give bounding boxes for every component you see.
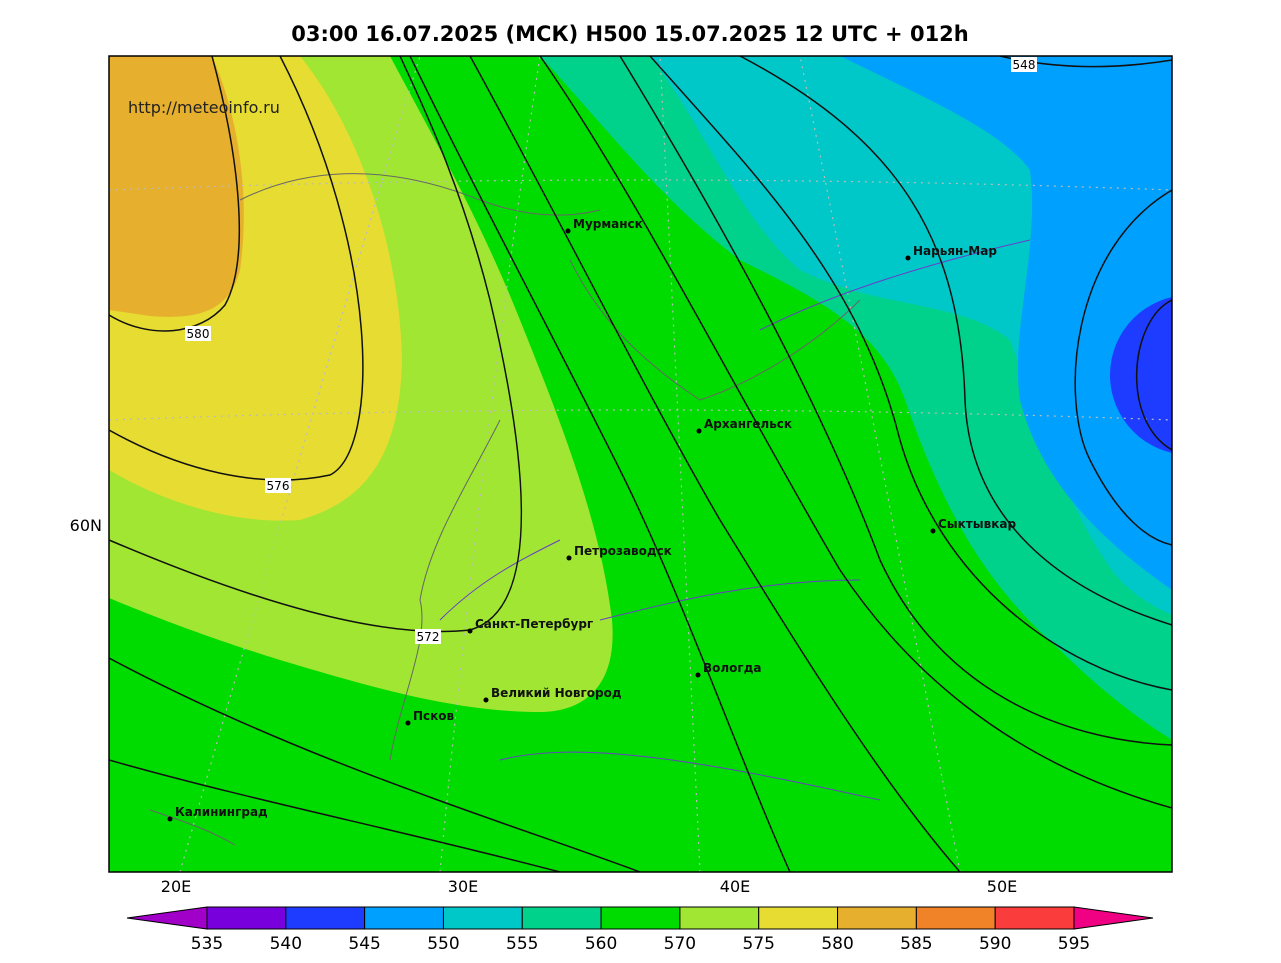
contour-label-bg bbox=[1011, 57, 1037, 72]
colorbar-segment bbox=[364, 906, 444, 930]
colorbar-label: 555 bbox=[506, 934, 538, 954]
city-dot bbox=[405, 720, 411, 726]
city-dot bbox=[930, 528, 936, 534]
colorbar-segment bbox=[442, 906, 523, 930]
contour-label: 572 bbox=[417, 630, 440, 644]
city-dot bbox=[467, 628, 473, 634]
lon-label: 30E bbox=[448, 877, 478, 896]
colorbar-extend-high bbox=[1073, 906, 1154, 930]
lon-label: 40E bbox=[720, 877, 750, 896]
colorbar-segment bbox=[837, 906, 917, 930]
city-label: Вологда bbox=[703, 661, 761, 675]
contour-label-bg bbox=[265, 478, 291, 493]
city-label: Калининград bbox=[175, 805, 268, 819]
colorbar-segment bbox=[600, 906, 681, 930]
colorbar-label: 580 bbox=[821, 934, 853, 954]
city-label: Мурманск bbox=[573, 217, 643, 231]
colorbar-label: 575 bbox=[743, 934, 775, 954]
map-frame bbox=[108, 55, 1173, 873]
city-dot bbox=[483, 697, 489, 703]
map-labels: Мурманск Нарьян-Мар Архангельск Сыктывкар Пе… bbox=[70, 57, 1037, 896]
colorbar-segment bbox=[206, 906, 287, 930]
city-label: Сыктывкар bbox=[938, 517, 1016, 531]
contour-label: 576 bbox=[267, 479, 290, 493]
map-fill bbox=[109, 56, 1172, 872]
colorbar-segment bbox=[915, 906, 996, 930]
city-dot bbox=[695, 672, 701, 678]
city-label: Санкт-Петербург bbox=[475, 617, 593, 631]
colorbar-label: 570 bbox=[664, 934, 696, 954]
title: 03:00 16.07.2025 (МСК) H500 15.07.2025 1… bbox=[291, 22, 969, 46]
colorbar-segment bbox=[758, 906, 839, 930]
map-lines bbox=[109, 56, 1172, 872]
colorbar-segment bbox=[679, 906, 760, 930]
contour-label: 580 bbox=[187, 327, 210, 341]
colorbar-segment bbox=[521, 906, 602, 930]
colorbar-label: 540 bbox=[270, 934, 302, 954]
city-label: Великий Новгород bbox=[491, 686, 622, 700]
city-label: Архангельск bbox=[704, 417, 792, 431]
lon-label: 20E bbox=[161, 877, 191, 896]
colorbar-label: 560 bbox=[585, 934, 617, 954]
lon-label: 50E bbox=[987, 877, 1017, 896]
colorbar-label: 585 bbox=[900, 934, 932, 954]
colorbar-label: 590 bbox=[979, 934, 1011, 954]
city-label: Петрозаводск bbox=[574, 544, 672, 558]
city-dot bbox=[565, 228, 571, 234]
colorbar-label: 535 bbox=[191, 934, 223, 954]
lat-label: 60N bbox=[70, 516, 102, 535]
colorbar-label: 595 bbox=[1058, 934, 1090, 954]
city-dot bbox=[696, 428, 702, 434]
contour-label: 548 bbox=[1013, 58, 1036, 72]
colorbar-extend-low bbox=[126, 906, 208, 930]
colorbar-label: 550 bbox=[427, 934, 459, 954]
contour-label-bg bbox=[185, 326, 211, 341]
colorbar-segment bbox=[994, 906, 1075, 930]
contour-label-bg bbox=[415, 629, 441, 644]
colorbar: 535 540 545 550 555 560 570 575 580 585 590 595 bbox=[126, 906, 1154, 954]
colorbar-label: 545 bbox=[348, 934, 380, 954]
city-label: Нарьян-Мар bbox=[913, 244, 997, 258]
city-label: Псков bbox=[413, 709, 455, 723]
city-dot bbox=[905, 255, 911, 261]
colorbar-segment bbox=[285, 906, 366, 930]
city-dot bbox=[167, 816, 173, 822]
city-dot bbox=[566, 555, 572, 561]
source-url: http://meteoinfo.ru bbox=[128, 98, 280, 117]
